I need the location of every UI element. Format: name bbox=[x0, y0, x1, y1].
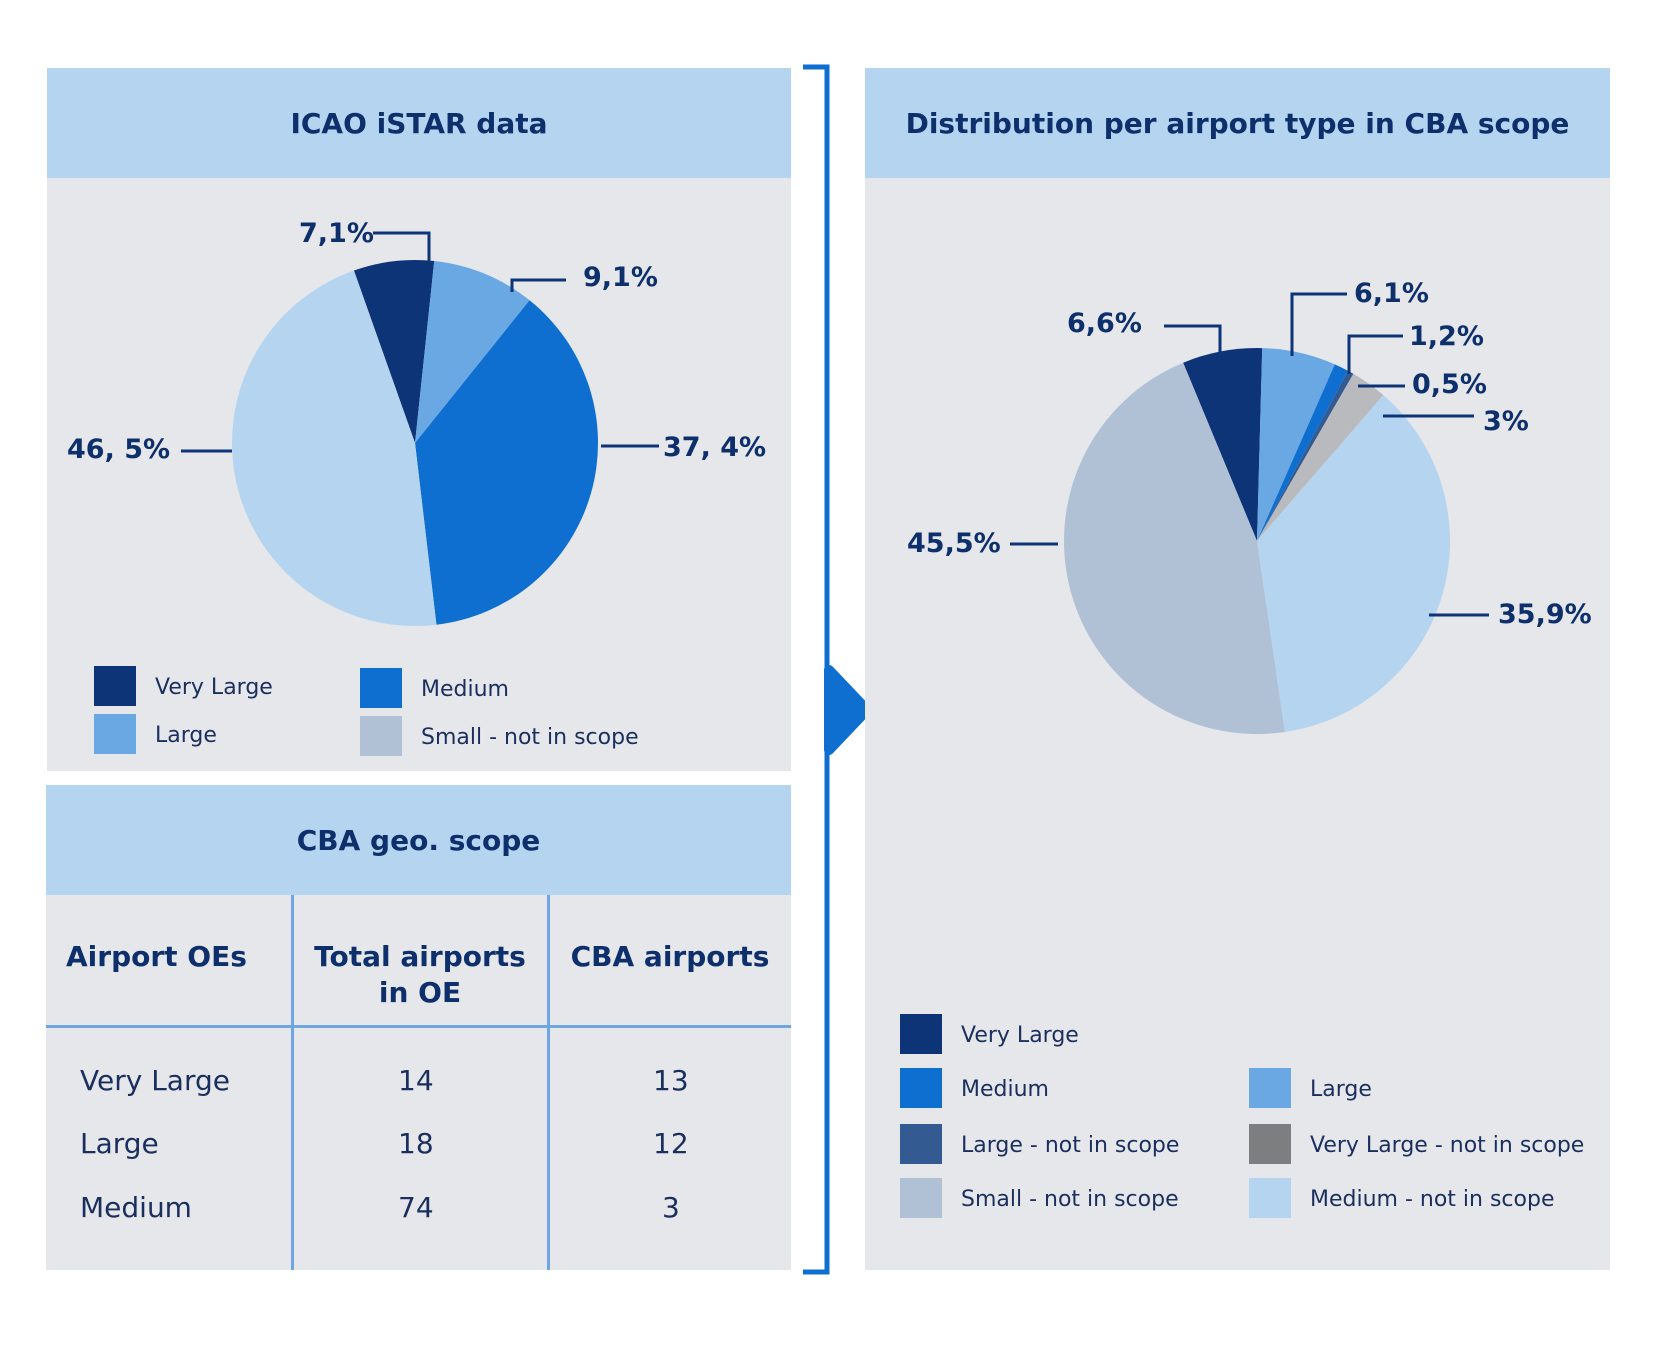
leader-line-6-1 bbox=[1290, 292, 1347, 356]
legend-label-large: Large bbox=[155, 723, 217, 748]
legend-label-small: Small - not in scope bbox=[421, 725, 639, 750]
pie-slice-large bbox=[415, 261, 530, 443]
legend-swatch-medium bbox=[360, 668, 402, 708]
legend-swatch-small-not-in-scope bbox=[900, 1178, 942, 1218]
legend-label-very-large: Very Large bbox=[155, 675, 273, 700]
pie-slice-medium bbox=[415, 300, 599, 625]
table-title: CBA geo. scope bbox=[46, 785, 791, 895]
table-cell-r3-c1: Medium bbox=[80, 1191, 192, 1224]
pie-slice-medium-not-in-scope bbox=[1257, 395, 1451, 732]
table-cell-r1-c2: 14 bbox=[398, 1064, 434, 1097]
pie-slice-very-large bbox=[353, 259, 435, 443]
legend-label-very-large-not-in-scope: Very Large - not in scope bbox=[1310, 1133, 1584, 1158]
legend-label-small-not-in-scope: Small - not in scope bbox=[961, 1187, 1179, 1212]
legend-swatch-large-not-in-scope bbox=[900, 1124, 942, 1164]
slice-label-small: 46, 5% bbox=[67, 434, 170, 465]
table-cell-r1-c1: Very Large bbox=[80, 1064, 230, 1097]
legend-swatch-very-large bbox=[900, 1014, 942, 1054]
legend-swatch-large bbox=[94, 714, 136, 754]
pie-slice-very-large-not-in-scope bbox=[1257, 373, 1384, 541]
legend-swatch-medium-not-in-scope bbox=[1249, 1178, 1291, 1218]
legend-swatch-large bbox=[1249, 1068, 1291, 1108]
legend-swatch-very-large bbox=[94, 666, 136, 706]
legend-label-medium: Medium bbox=[421, 677, 509, 702]
leader-line-6-6 bbox=[1164, 324, 1222, 354]
pie-slice-small-not-in-scope bbox=[1064, 362, 1285, 734]
slice-label-very-large: 7,1% bbox=[299, 218, 374, 249]
table-header-cba-airports: CBA airports bbox=[570, 940, 770, 973]
slice-label-small-not-in-scope: 45,5% bbox=[907, 528, 1001, 559]
table-cell-r3-c2: 74 bbox=[398, 1191, 434, 1224]
leader-line-7-1 bbox=[373, 231, 431, 264]
pie-slice-very-large bbox=[1183, 347, 1263, 541]
legend-label-large: Large bbox=[1310, 1077, 1372, 1102]
right-pie-chart: 6,6% 6,1% 1,2% 0,5% 3% 35,9% 45,5% Very … bbox=[900, 278, 1592, 1218]
legend-label-medium-not-in-scope: Medium - not in scope bbox=[1310, 1187, 1554, 1212]
pie-slice-large bbox=[1257, 348, 1335, 541]
bracket-line bbox=[803, 64, 830, 1275]
table-cell-r2-c2: 18 bbox=[398, 1127, 434, 1160]
slice-label-medium: 1,2% bbox=[1409, 321, 1484, 352]
left-chart-title: ICAO iSTAR data bbox=[47, 68, 791, 178]
slice-label-large-not-in-scope: 0,5% bbox=[1412, 369, 1487, 400]
pie-slice-medium bbox=[1257, 364, 1349, 541]
leader-line-1-2 bbox=[1347, 334, 1403, 374]
table-cell-r2-c1: Large bbox=[80, 1127, 159, 1160]
slice-label-large: 6,1% bbox=[1354, 278, 1429, 309]
legend-label-medium: Medium bbox=[961, 1077, 1049, 1102]
legend-label-large-not-in-scope: Large - not in scope bbox=[961, 1133, 1179, 1158]
bracket-arrow bbox=[803, 64, 872, 1275]
table-cell-r1-c3: 13 bbox=[653, 1064, 689, 1097]
left-pie-chart: 7,1% 9,1% 37, 4% 46, 5% Very Large Large… bbox=[67, 218, 766, 756]
right-chart-title: Distribution per airport type in CBA sco… bbox=[865, 68, 1610, 178]
legend-swatch-small bbox=[360, 716, 402, 756]
legend-label-very-large: Very Large bbox=[961, 1023, 1079, 1048]
slice-label-medium: 37, 4% bbox=[663, 432, 766, 463]
table-divider-2 bbox=[547, 895, 550, 1270]
slice-label-large: 9,1% bbox=[583, 262, 658, 293]
table-header-airport-oes: Airport OEs bbox=[66, 940, 247, 973]
slice-label-very-large-not-in-scope: 3% bbox=[1483, 406, 1529, 437]
table-header-rule bbox=[46, 1025, 791, 1028]
table-divider-1 bbox=[291, 895, 294, 1270]
legend-swatch-medium bbox=[900, 1068, 942, 1108]
table-cell-r2-c3: 12 bbox=[653, 1127, 689, 1160]
pie-slice-large-not-in-scope bbox=[1257, 370, 1354, 541]
pie-slice-small-not-in-scope bbox=[232, 270, 437, 627]
table-header-total-airports: Total airports in OE bbox=[314, 940, 526, 1009]
arrow-icon bbox=[824, 665, 872, 755]
table-cell-r3-c3: 3 bbox=[662, 1191, 680, 1224]
slice-label-very-large: 6,6% bbox=[1067, 308, 1142, 339]
legend-swatch-very-large-not-in-scope bbox=[1249, 1124, 1291, 1164]
slice-label-medium-not-in-scope: 35,9% bbox=[1498, 599, 1592, 630]
leader-line-9-1 bbox=[510, 278, 566, 292]
